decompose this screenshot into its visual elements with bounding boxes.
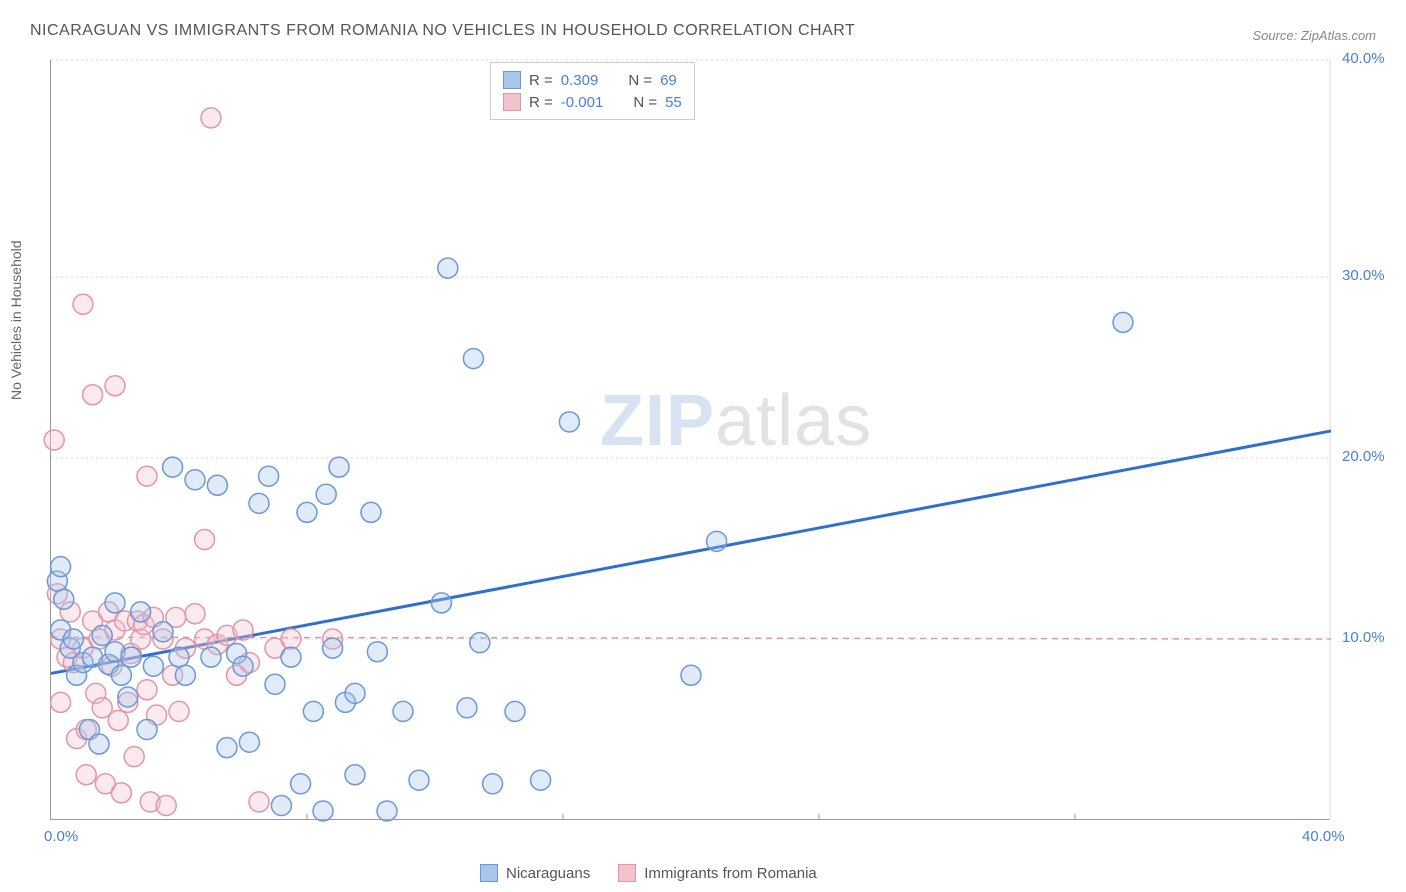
stats-row-nicaraguans: R = 0.309 N = 69 [503,69,682,91]
plot-svg [51,60,1330,819]
y-axis-label: No Vehicles in Household [8,240,24,400]
chart-title: NICARAGUAN VS IMMIGRANTS FROM ROMANIA NO… [30,22,855,40]
stats-row-romania: R = -0.001 N = 55 [503,91,682,113]
legend-label: Immigrants from Romania [644,865,817,882]
x-tick-label: 40.0% [1302,828,1345,845]
swatch-icon [480,864,498,882]
legend-item-romania: Immigrants from Romania [618,864,817,882]
n-value: 69 [660,72,677,89]
scatter-plot [50,60,1330,820]
series-legend: Nicaraguans Immigrants from Romania [480,864,817,882]
r-label: R = [529,72,553,89]
swatch-icon [618,864,636,882]
legend-label: Nicaraguans [506,865,590,882]
stats-legend: R = 0.309 N = 69 R = -0.001 N = 55 [490,62,695,120]
r-label: R = [529,94,553,111]
swatch-icon [503,71,521,89]
r-value: 0.309 [561,72,599,89]
x-tick-label: 0.0% [44,828,78,845]
r-value: -0.001 [561,94,604,111]
n-value: 55 [665,94,682,111]
source-attribution: Source: ZipAtlas.com [1252,28,1376,43]
legend-item-nicaraguans: Nicaraguans [480,864,590,882]
swatch-icon [503,93,521,111]
n-label: N = [633,94,657,111]
n-label: N = [628,72,652,89]
